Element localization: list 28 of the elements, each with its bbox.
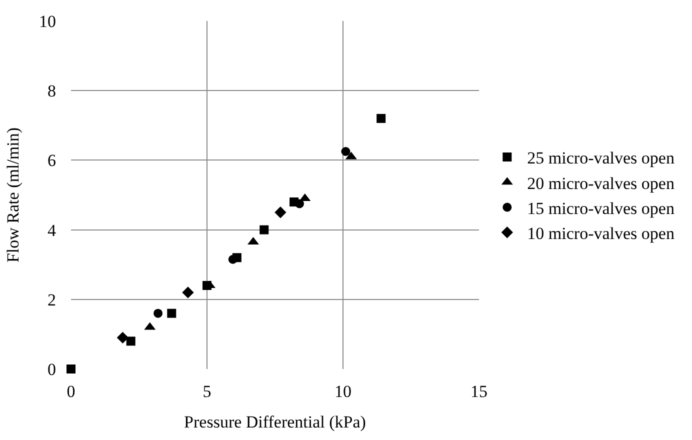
y-tick-label: 8 <box>48 82 56 101</box>
point <box>182 286 194 298</box>
x-tick-label: 15 <box>470 382 488 401</box>
y-tick-label: 0 <box>48 360 56 379</box>
legend-label: 25 micro-valves open <box>527 148 675 168</box>
x-tick-label: 5 <box>202 382 212 401</box>
legend-label: 20 micro-valves open <box>527 174 675 193</box>
point <box>167 308 176 318</box>
y-tick-label: 2 <box>48 290 56 310</box>
y-tick-label: 10 <box>39 12 56 31</box>
point <box>341 147 350 156</box>
point <box>154 308 163 318</box>
point <box>376 114 386 123</box>
point <box>260 225 269 234</box>
point <box>294 199 304 208</box>
y-tick-label: 6 <box>48 151 56 170</box>
x-tick-label: 10 <box>334 382 352 401</box>
point <box>66 364 76 374</box>
x-axis-title: Pressure Differential (kPa) <box>184 412 366 432</box>
point <box>274 206 286 218</box>
point <box>228 254 238 264</box>
point <box>116 332 129 344</box>
y-axis-title: Flow Rate (ml/min) <box>4 127 23 263</box>
point <box>126 336 136 346</box>
legend-label: 10 micro-valves open <box>527 224 675 243</box>
x-tick-label: 0 <box>66 382 76 401</box>
y-tick-label: 4 <box>48 220 56 240</box>
legend-label: 15 micro-valves open <box>527 198 675 218</box>
